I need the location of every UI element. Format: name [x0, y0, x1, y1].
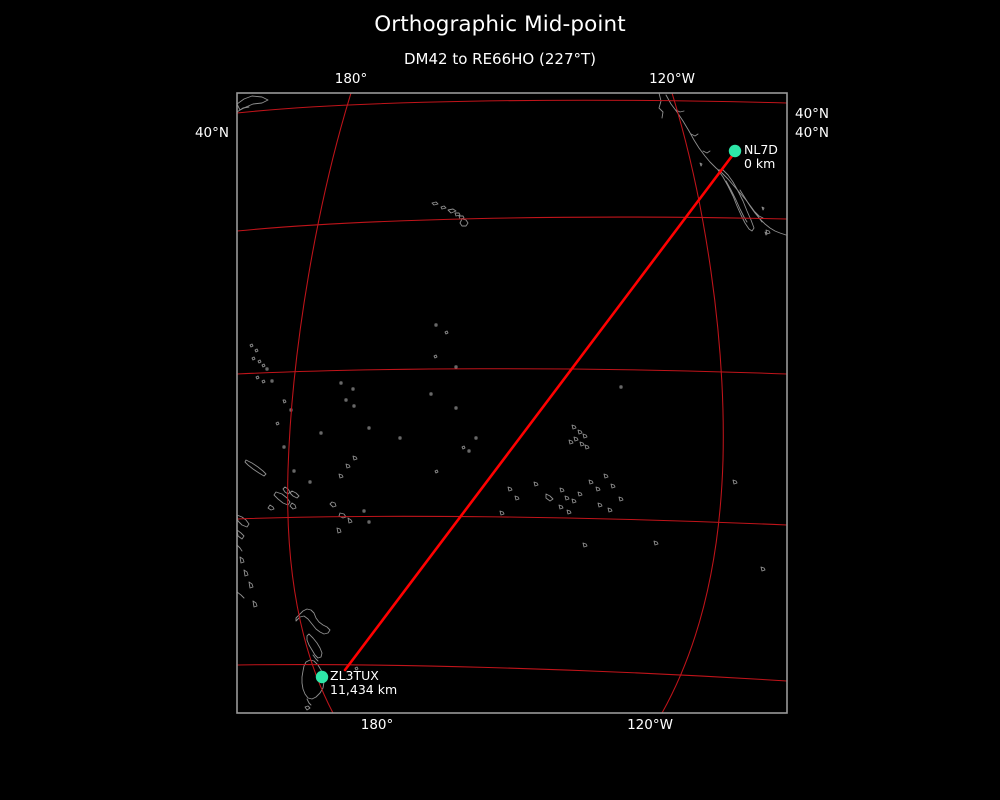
page-title: Orthographic Mid-point [374, 12, 626, 37]
graticule-layer [237, 93, 787, 713]
marker-zl3tux[interactable] [315, 670, 329, 684]
graticule-parallel [237, 99, 787, 114]
marker-distance: 0 km [744, 156, 776, 171]
graticule-meridian [661, 93, 724, 713]
axis-label-bottom-180: 180° [360, 717, 394, 733]
graticule-parallel [237, 216, 787, 232]
marker-callsign: ZL3TUX [330, 668, 379, 683]
marker-callsign: NL7D [744, 142, 778, 157]
plot-border [236, 92, 788, 714]
axis-label-top-120w: 120°W [649, 71, 695, 87]
figure-subtitle: DM42 to RE66HO (227°T) [403, 50, 596, 68]
marker-nl7d[interactable] [728, 144, 742, 158]
axis-label-bottom-120w: 120°W [627, 717, 673, 733]
axis-label-top-180: 180° [334, 71, 368, 87]
marker-label-zl3tux: ZL3TUX 11,434 km [330, 669, 397, 697]
marker-distance: 11,434 km [330, 682, 398, 697]
graticule-parallel [237, 664, 787, 682]
marker-label-nl7d: NL7D 0 km [744, 143, 778, 171]
graticule-meridian [287, 93, 352, 713]
axis-label-left-40n: 40°N [194, 125, 229, 141]
graticule-parallel [237, 515, 787, 526]
axis-label-right-40n-lower: 40°N [795, 125, 830, 141]
axis-label-right-40n-upper: 40°N [795, 106, 830, 122]
great-circle-path [343, 150, 737, 672]
plot-background [237, 93, 787, 713]
